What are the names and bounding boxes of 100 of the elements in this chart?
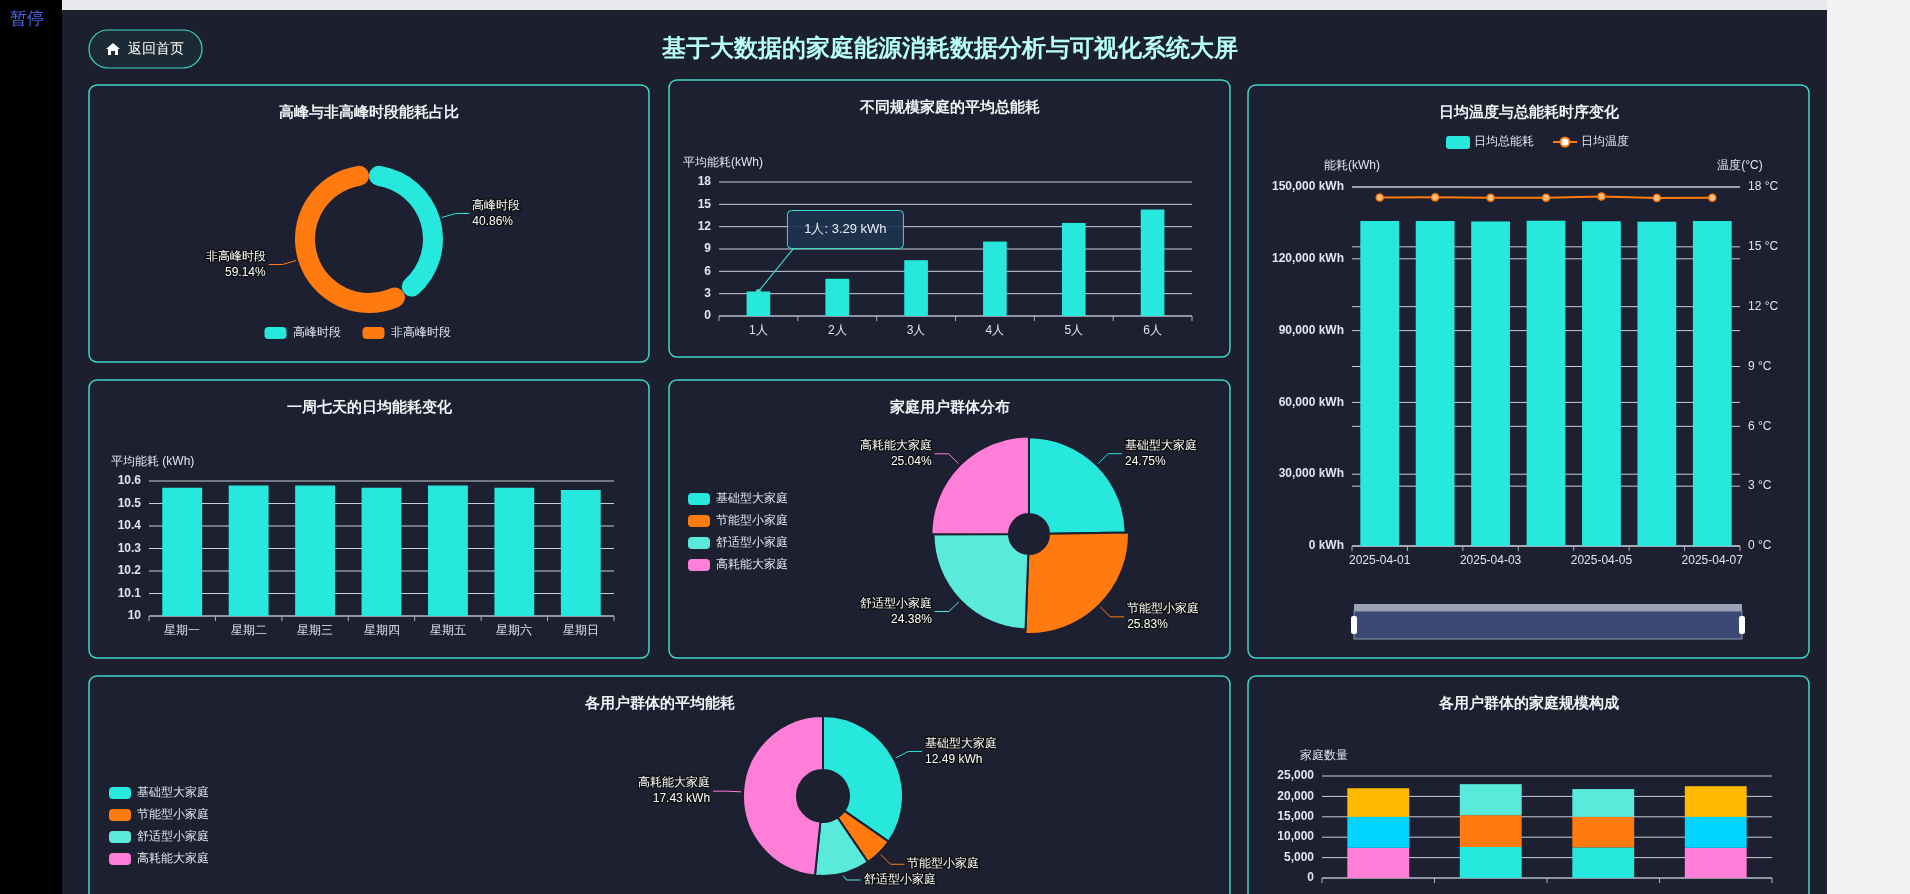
bar — [1684, 816, 1747, 848]
y-tick-label: 10.3 — [117, 540, 142, 555]
chart-title: 日均温度与总能耗时序变化 — [1438, 102, 1620, 120]
legend-label: 节能型小家庭 — [137, 807, 209, 822]
bar — [1684, 786, 1747, 817]
text: 返回首页 — [128, 39, 184, 56]
y-tick-label: 10.5 — [117, 495, 142, 510]
y-tick-label: 60,000 kWh — [1278, 394, 1344, 409]
y-tick-label: 90,000 kWh — [1278, 322, 1344, 337]
y-tick-label: 25,000 — [1277, 768, 1315, 783]
bar — [825, 278, 850, 316]
y-tick-label: 10.2 — [117, 563, 142, 578]
y-tick-label: 3 — [704, 285, 712, 300]
y-axis-title: 平均能耗 (kWh) — [111, 454, 195, 469]
y2-axis-title: 温度(°C) — [1717, 158, 1763, 173]
y-tick-label: 10.1 — [117, 585, 142, 600]
data-label: 25.04% — [890, 453, 932, 468]
text: 暂停 — [10, 9, 44, 29]
x-tick-label: 2025-04-07 — [1681, 553, 1744, 568]
bar — [1459, 815, 1522, 847]
x-tick-label: 1人 — [749, 323, 768, 338]
bar — [746, 291, 771, 316]
legend-label: 高耗能大家庭 — [716, 557, 788, 572]
bar — [1347, 847, 1410, 878]
slice-label: 高耗能大家庭 — [638, 775, 711, 790]
x-tick-label: 2人 — [827, 323, 847, 338]
bar — [1572, 847, 1635, 878]
x-tick-label: 5人 — [1064, 323, 1084, 338]
y2-tick-label: 15 °C — [1748, 239, 1779, 254]
x-tick-label: 星期三 — [297, 623, 334, 638]
y-tick-label: 0 — [704, 308, 712, 323]
legend-label: 非高峰时段 — [390, 325, 451, 340]
y2-tick-label: 0 °C — [1748, 538, 1772, 553]
slice-label: 高峰时段 — [472, 197, 521, 212]
slice-label: 舒适型小家庭 — [859, 595, 932, 610]
y2-tick-label: 3 °C — [1748, 478, 1772, 493]
x-tick-label: 星期日 — [562, 623, 599, 638]
slice-label: 节能型小家庭 — [907, 856, 980, 871]
data-label: 25.83% — [1127, 617, 1169, 632]
x-tick-label: 2025-04-03 — [1459, 553, 1522, 568]
data-label: 12.49 kWh — [925, 751, 983, 766]
x-tick-label: 星期二 — [230, 623, 267, 638]
y-tick-label: 0 — [1307, 870, 1315, 885]
data-label: 24.75% — [1125, 453, 1167, 468]
y-tick-label: 6 — [704, 263, 712, 278]
bar — [1684, 847, 1747, 878]
legend-label: 高耗能大家庭 — [137, 851, 209, 866]
bar — [1459, 846, 1522, 878]
y-tick-label: 150,000 kWh — [1271, 179, 1344, 194]
x-tick-label: 2025-04-01 — [1349, 553, 1411, 568]
bar — [1347, 788, 1410, 817]
y2-tick-label: 9 °C — [1748, 358, 1772, 373]
y-axis-title: 平均能耗(kWh) — [683, 155, 763, 170]
slice-label: 基础型大家庭 — [925, 735, 998, 750]
chart-title: 各用户群体的家庭规模构成 — [1437, 693, 1619, 711]
data-label: 17.43 kWh — [652, 791, 711, 806]
legend-label: 日均温度 — [1581, 134, 1629, 149]
x-tick-label: 星期一 — [164, 623, 201, 638]
bar — [904, 260, 928, 316]
chart-title: 各用户群体的平均能耗 — [583, 693, 735, 711]
bar — [1061, 222, 1086, 316]
y-tick-label: 30,000 kWh — [1278, 466, 1344, 481]
y-axis-title: 家庭数量 — [1300, 748, 1348, 763]
y-tick-label: 18 — [697, 174, 712, 189]
legend-label: 基础型大家庭 — [716, 491, 788, 506]
bar — [1572, 789, 1635, 817]
legend-label: 舒适型小家庭 — [137, 829, 209, 844]
slice-label: 高耗能大家庭 — [859, 437, 932, 452]
y-tick-label: 15,000 — [1277, 808, 1315, 823]
x-tick-label: 星期五 — [429, 623, 466, 638]
y-tick-label: 15 — [697, 196, 712, 211]
bar — [1572, 816, 1635, 848]
data-label: 24.38% — [891, 611, 933, 626]
y-tick-label: 20,000 — [1277, 788, 1315, 803]
legend-label: 日均总能耗 — [1474, 134, 1534, 149]
y-tick-label: 10.6 — [117, 473, 142, 488]
legend-label: 基础型大家庭 — [137, 785, 209, 800]
slice-label: 非高峰时段 — [205, 248, 266, 263]
slice-label: 舒适型小家庭 — [863, 872, 936, 887]
y2-tick-label: 6 °C — [1748, 418, 1772, 433]
chart-title: 高峰与非高峰时段能耗占比 — [279, 102, 459, 120]
x-tick-label: 2025-04-05 — [1570, 553, 1633, 568]
bar — [1347, 816, 1410, 848]
y-tick-label: 120,000 kWh — [1271, 250, 1344, 265]
x-tick-label: 星期六 — [496, 623, 533, 638]
chart-title: 一周七天的日均能耗变化 — [286, 397, 453, 415]
slice-label: 基础型大家庭 — [1125, 437, 1198, 452]
bar — [1140, 209, 1165, 316]
y-axis-title: 能耗(kWh) — [1324, 158, 1380, 173]
x-tick-label: 3人 — [906, 323, 926, 338]
data-label: 40.86% — [472, 213, 514, 228]
text: 基于大数据的家庭能源消耗数据分析与可视化系统大屏 — [661, 34, 1238, 62]
annotation: 1人: 3.29 kWh — [804, 220, 887, 236]
y-tick-label: 10 — [127, 608, 142, 623]
slice-label: 节能型小家庭 — [1127, 601, 1200, 616]
x-tick-label: 6人 — [1143, 323, 1162, 338]
bar — [1459, 784, 1522, 816]
legend-label: 节能型小家庭 — [716, 513, 788, 528]
x-tick-label: 4人 — [985, 323, 1005, 338]
y-tick-label: 0 kWh — [1308, 538, 1344, 553]
